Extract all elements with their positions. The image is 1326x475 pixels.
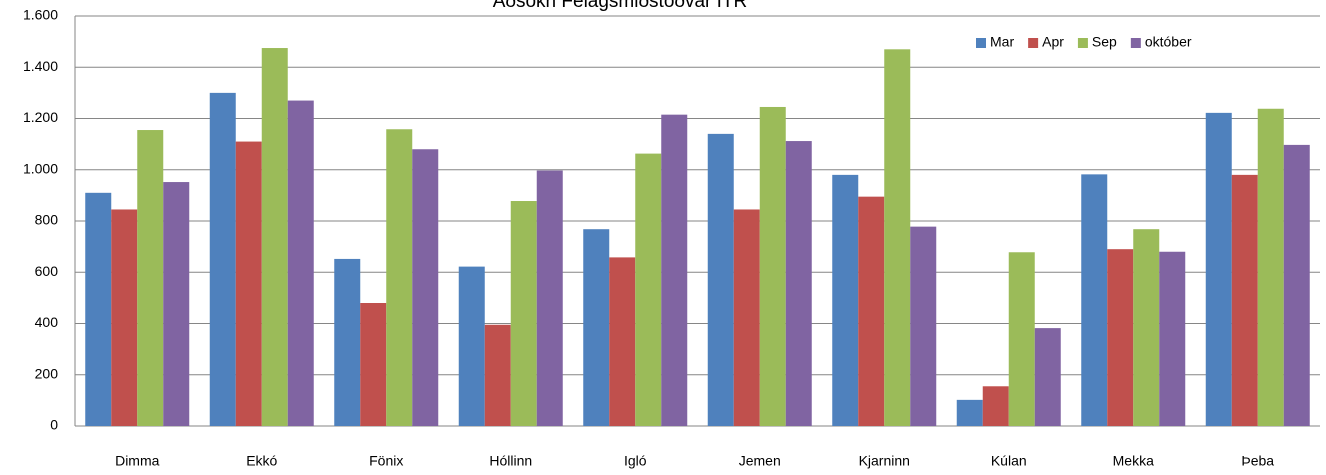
y-tick-label: 1.200 <box>23 109 58 125</box>
y-tick-label: 200 <box>35 365 59 381</box>
bar <box>884 49 911 426</box>
bar <box>412 149 439 426</box>
y-tick-label: 800 <box>35 212 59 228</box>
y-tick-label: 1.000 <box>23 160 58 176</box>
x-tick-label: Þeba <box>1241 453 1274 469</box>
legend-swatch <box>1028 38 1039 48</box>
bar <box>1081 174 1108 426</box>
bar <box>235 141 262 426</box>
bar <box>832 174 859 426</box>
bar <box>707 133 734 426</box>
legend-swatch <box>976 38 986 48</box>
bar <box>386 129 413 426</box>
legend-label: Apr <box>1042 34 1064 50</box>
bar <box>858 196 885 426</box>
bar <box>910 226 937 426</box>
bar <box>583 229 610 426</box>
x-tick-label: Jemen <box>739 453 781 469</box>
bar <box>334 258 361 426</box>
bar <box>1107 249 1134 426</box>
bar <box>1133 229 1160 426</box>
bar <box>536 170 563 426</box>
bar <box>209 92 236 426</box>
bar <box>287 100 314 426</box>
bar <box>85 192 112 426</box>
x-tick-label: Igló <box>624 453 647 469</box>
bar <box>137 130 164 426</box>
legend-swatch <box>1077 38 1088 48</box>
bar <box>661 114 688 426</box>
x-tick-label: Kúlan <box>991 453 1027 469</box>
x-tick-label: Fönix <box>369 453 403 469</box>
bar <box>635 153 662 426</box>
y-tick-label: 400 <box>35 314 59 330</box>
y-tick-label: 600 <box>35 263 59 279</box>
bar <box>1231 174 1258 426</box>
bar <box>111 209 138 426</box>
bar <box>1283 144 1310 427</box>
bar <box>1034 328 1061 426</box>
x-tick-label: Mekka <box>1113 453 1154 469</box>
bar <box>609 257 636 426</box>
bar <box>759 106 786 426</box>
bar <box>982 386 1009 426</box>
bar <box>510 201 537 426</box>
x-tick-label: Ekkó <box>246 453 277 469</box>
legend-label: október <box>1145 34 1192 50</box>
bar <box>1159 251 1186 426</box>
bar <box>733 209 760 426</box>
y-tick-label: 1.400 <box>23 58 58 74</box>
bar <box>458 266 485 426</box>
x-tick-label: Kjarninn <box>859 453 910 469</box>
bar <box>360 303 387 426</box>
x-tick-label: Dimma <box>115 453 160 469</box>
chart-title: Aðsókn Félagsmiðstöðvar ÍTR <box>493 0 748 12</box>
bar <box>1008 252 1035 426</box>
bar <box>1257 108 1284 426</box>
legend-label: Mar <box>990 34 1014 50</box>
bar <box>956 399 983 426</box>
y-tick-label: 0 <box>50 417 58 433</box>
bar <box>785 141 812 427</box>
bar <box>261 48 288 426</box>
bar <box>484 324 511 426</box>
legend-swatch <box>1130 38 1141 48</box>
x-tick-label: Hóllinn <box>489 453 532 469</box>
y-tick-label: 1.600 <box>23 7 58 23</box>
bar <box>1205 112 1232 427</box>
bar <box>163 182 190 426</box>
legend-label: Sep <box>1092 34 1117 50</box>
